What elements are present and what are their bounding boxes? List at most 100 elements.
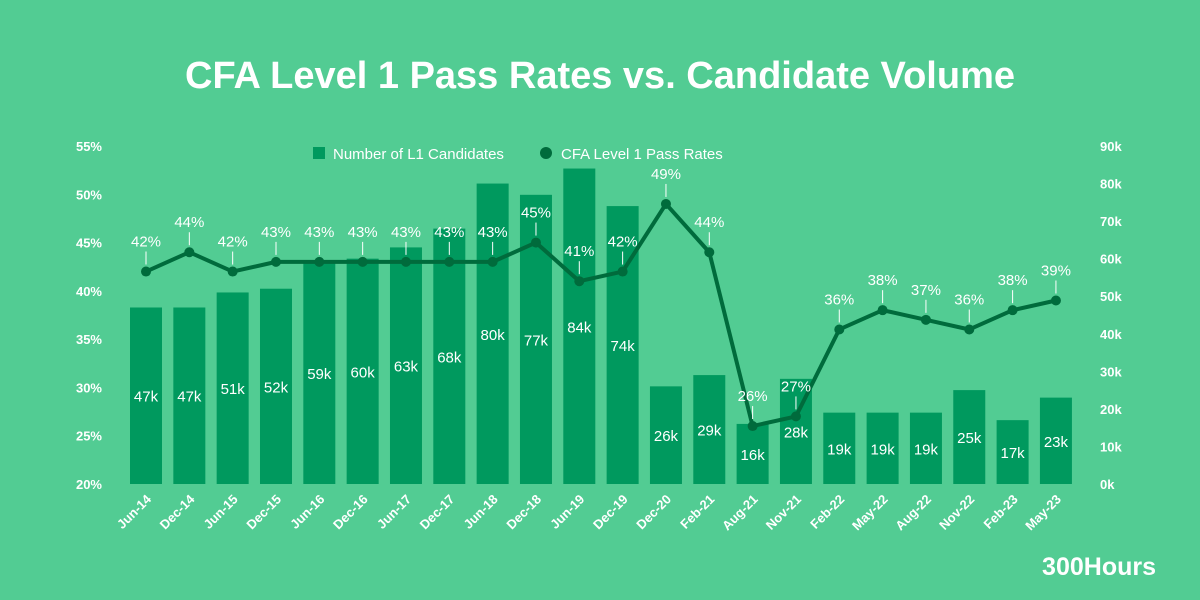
pass-rate-point xyxy=(227,266,238,277)
left-axis-tick: 25% xyxy=(76,429,102,444)
line-data-label: 26% xyxy=(738,388,768,405)
x-axis-tick: Nov-21 xyxy=(763,492,804,533)
x-axis-tick: Jun-19 xyxy=(547,492,587,532)
pass-rate-point xyxy=(704,247,715,258)
line-data-label: 42% xyxy=(218,234,248,251)
pass-rate-point xyxy=(1050,295,1061,306)
bar-jun-17 xyxy=(389,247,422,484)
right-axis-tick: 60k xyxy=(1100,252,1122,267)
bar-data-label: 19k xyxy=(914,441,939,458)
bar-aug-21 xyxy=(736,423,769,484)
x-axis-tick: Nov-22 xyxy=(936,492,977,533)
x-axis-tick: May-22 xyxy=(849,492,891,534)
line-data-label: 43% xyxy=(478,224,508,241)
x-axis-tick: Jun-15 xyxy=(201,492,241,532)
pass-rate-point xyxy=(270,256,281,267)
chart-title: CFA Level 1 Pass Rates vs. Candidate Vol… xyxy=(185,55,1015,97)
line-data-label: 36% xyxy=(824,291,854,308)
bar-data-label: 19k xyxy=(827,441,852,458)
left-axis-tick: 55% xyxy=(76,139,102,154)
bar-data-label: 77k xyxy=(524,332,549,349)
line-data-label: 36% xyxy=(954,291,984,308)
legend-bar-label: Number of L1 Candidates xyxy=(333,146,504,163)
left-axis-tick: 20% xyxy=(76,477,102,492)
bar-dec-17 xyxy=(433,228,466,484)
x-axis-tick: Feb-23 xyxy=(980,492,1020,532)
x-axis-tick: Aug-22 xyxy=(892,492,934,534)
bar-data-label: 29k xyxy=(697,423,722,440)
bar-data-label: 60k xyxy=(351,364,376,381)
line-data-label: 38% xyxy=(998,272,1028,289)
x-axis-tick: Jun-14 xyxy=(114,491,155,532)
pass-rate-point xyxy=(964,324,975,335)
pass-rate-point xyxy=(400,256,411,267)
bar-data-label: 47k xyxy=(177,389,202,406)
right-axis-tick: 10k xyxy=(1100,439,1122,454)
pass-rate-line xyxy=(145,201,1057,429)
line-data-label: 43% xyxy=(261,224,291,241)
line-data-label: 41% xyxy=(564,243,594,260)
bar-data-label: 26k xyxy=(654,428,679,445)
bar-aug-22 xyxy=(909,412,942,484)
right-axis-tick: 90k xyxy=(1100,139,1122,154)
line-data-label: 43% xyxy=(348,224,378,241)
pass-rate-point xyxy=(920,314,931,325)
bar-jun-14 xyxy=(130,307,162,484)
x-axis-tick: May-23 xyxy=(1022,492,1064,534)
bar-dec-15 xyxy=(259,288,292,484)
line-data-label: 44% xyxy=(694,214,724,231)
line-data-label: 27% xyxy=(781,378,811,395)
bar-dec-14 xyxy=(173,307,206,484)
bar-data-label: 19k xyxy=(871,441,896,458)
bar-data-label: 52k xyxy=(264,379,289,396)
right-axis-tick: 0k xyxy=(1100,477,1115,492)
line-data-label: 42% xyxy=(608,234,638,251)
bar-jun-18 xyxy=(476,183,509,485)
right-axis-tick: 50k xyxy=(1100,289,1122,304)
bar-data-label: 51k xyxy=(221,381,246,398)
left-axis-tick: 35% xyxy=(76,332,102,347)
bar-dec-20 xyxy=(649,386,682,484)
pass-rate-point xyxy=(617,266,628,277)
bar-data-label: 17k xyxy=(1001,445,1026,462)
bar-feb-21 xyxy=(693,375,726,484)
pass-rate-point xyxy=(877,305,888,316)
bar-data-label: 28k xyxy=(784,424,809,441)
line-data-label: 43% xyxy=(304,224,334,241)
bar-data-label: 84k xyxy=(567,319,592,336)
x-axis-tick: Dec-18 xyxy=(503,492,544,533)
pass-rate-point xyxy=(314,256,325,267)
x-axis-tick: Jun-16 xyxy=(287,492,327,532)
left-axis-tick: 50% xyxy=(76,187,102,202)
line-data-label: 38% xyxy=(868,272,898,289)
x-axis-tick: Dec-19 xyxy=(590,492,631,533)
pass-rate-point xyxy=(660,198,671,209)
pass-rate-point xyxy=(1007,305,1018,316)
bar-feb-23 xyxy=(996,420,1029,484)
line-data-label: 39% xyxy=(1041,263,1071,280)
left-axis-tick: 40% xyxy=(76,284,102,299)
left-axis-tick: 45% xyxy=(76,236,102,251)
bar-data-label: 80k xyxy=(481,327,506,344)
pass-rate-point xyxy=(487,256,498,267)
x-axis-tick: Dec-14 xyxy=(157,491,198,532)
left-axis-tick: 30% xyxy=(76,380,102,395)
line-data-label: 37% xyxy=(911,282,941,299)
bar-data-label: 25k xyxy=(957,430,982,447)
bar-may-23 xyxy=(1039,397,1072,484)
pass-rate-point xyxy=(834,324,845,335)
right-axis-tick: 20k xyxy=(1100,402,1122,417)
x-axis-tick: Feb-22 xyxy=(807,492,847,532)
bar-jun-16 xyxy=(303,262,336,484)
legend-line-label: CFA Level 1 Pass Rates xyxy=(561,146,723,163)
pass-rate-point xyxy=(574,276,585,287)
x-axis-tick: Jun-18 xyxy=(461,492,501,532)
right-axis-tick: 70k xyxy=(1100,214,1122,229)
bar-data-label: 16k xyxy=(741,447,766,464)
x-axis-tick: Dec-17 xyxy=(417,492,458,533)
pass-rate-point xyxy=(747,421,758,432)
line-data-label: 45% xyxy=(521,205,551,222)
bar-may-22 xyxy=(866,412,899,484)
bar-data-label: 23k xyxy=(1044,434,1069,451)
